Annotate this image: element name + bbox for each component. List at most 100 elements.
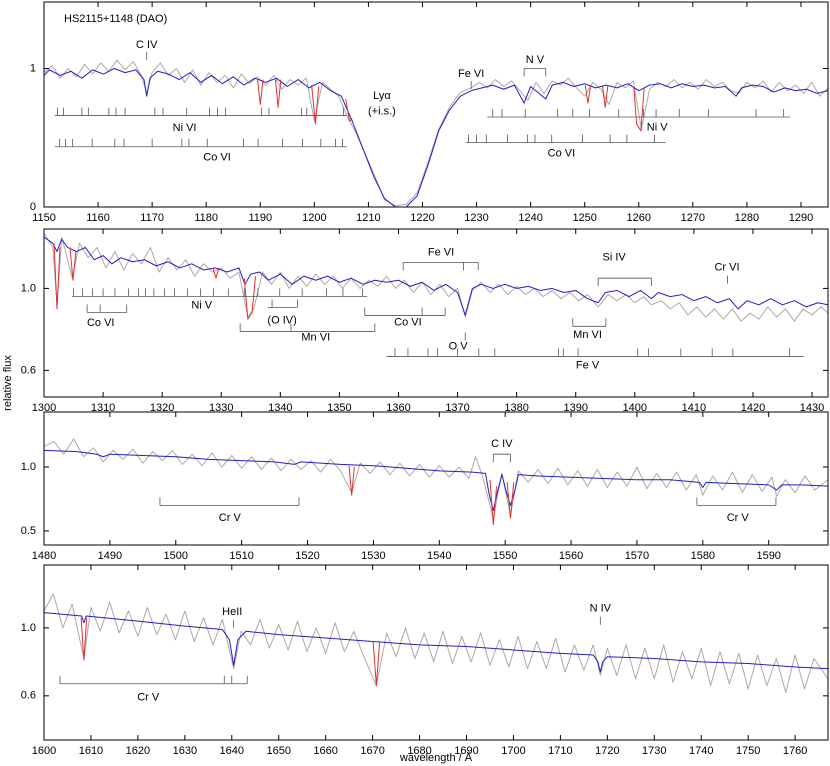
spectrum-line (602, 85, 609, 108)
line-id-label: C IV (491, 438, 513, 450)
spectrum-line (345, 98, 353, 122)
spectrum-line (372, 641, 381, 687)
x-tick-label: 1490 (98, 550, 122, 562)
y-tick-label: 0.6 (21, 690, 36, 702)
line-id-label: Cr V (137, 691, 160, 703)
plot-area (44, 59, 828, 207)
spectrum-line (44, 593, 828, 693)
x-tick-label: 1670 (360, 745, 384, 757)
x-tick-label: 1730 (642, 745, 666, 757)
panel: 1150 1160 1170 1180 1190 1200 1210 1220 1230 1240… (30, 1, 829, 224)
line-id-label: Co VI (394, 316, 422, 328)
line-id-label: Ni VI (173, 122, 197, 134)
spectrum-line (274, 79, 282, 108)
x-tick-label: 1750 (736, 745, 760, 757)
line-id-label: Lyα (373, 90, 391, 102)
x-tick-label: 1300 (32, 402, 56, 414)
plot-frame (43, 411, 829, 546)
x-tick-label: 1150 (32, 212, 56, 224)
spectrum-line (212, 267, 220, 279)
x-tick-label: 1200 (302, 212, 326, 224)
x-tick-label: 1720 (595, 745, 619, 757)
x-tick-label: 1310 (91, 402, 115, 414)
x-tick-label: 1660 (313, 745, 337, 757)
x-tick-label: 1710 (548, 745, 572, 757)
x-tick-label: 1580 (691, 550, 715, 562)
x-tick-label: 1260 (627, 212, 651, 224)
x-tick-label: 1600 (32, 745, 56, 757)
line-id-label: HeII (222, 606, 242, 618)
x-tick-label: 1240 (518, 212, 542, 224)
x-tick-label: 1210 (356, 212, 380, 224)
line-id-label: N V (526, 54, 545, 66)
y-tick-label: 0 (30, 201, 36, 213)
plot-area (44, 593, 828, 693)
spectrum-line (44, 236, 828, 316)
x-tick-label: 1250 (572, 212, 596, 224)
line-id-label: Cr V (219, 512, 242, 524)
x-tick-label: 1340 (268, 402, 292, 414)
x-tick-label: 1410 (682, 402, 706, 414)
x-tick-label: 1520 (295, 550, 319, 562)
plot-area (44, 232, 828, 322)
x-tick-label: 1270 (681, 212, 705, 224)
x-tick-label: 1390 (563, 402, 587, 414)
x-tick-label: 1620 (126, 745, 150, 757)
spectrum-line (44, 67, 828, 207)
spectrum-line (53, 243, 61, 310)
line-id-label: Co VI (548, 148, 576, 160)
line-id-label: Mn VI (301, 331, 330, 343)
x-axis-label: wavelength / Å (399, 751, 473, 764)
x-tick-label: 1280 (735, 212, 759, 224)
line-id-label: Cr VI (714, 261, 739, 273)
panel: 1300 1310 1320 1330 1340 1350 1360 1370 1380 1390… (2, 228, 829, 414)
spectrum-line (44, 232, 828, 322)
spectrum-line (257, 79, 264, 105)
x-tick-label: 1690 (454, 745, 478, 757)
y-axis-label: relative flux (2, 355, 14, 411)
plot-frame (43, 564, 829, 741)
y-tick-label: 1.0 (21, 622, 36, 634)
x-tick-label: 1480 (32, 550, 56, 562)
x-tick-label: 1560 (559, 550, 583, 562)
y-tick-label: 1.0 (21, 461, 36, 473)
spectrum-line (69, 247, 77, 281)
line-id-label: (O IV) (267, 314, 296, 326)
spectrum-line (243, 276, 257, 320)
spectrum-line (506, 482, 515, 519)
x-tick-label: 1540 (427, 550, 451, 562)
x-tick-label: 1190 (248, 212, 272, 224)
x-tick-label: 1700 (501, 745, 525, 757)
spectrum-line (311, 85, 320, 125)
line-id-label: Cr V (727, 512, 750, 524)
line-id-label: C IV (136, 39, 158, 51)
panel: 1480 1490 1500 1510 1520 1530 1540 1550 1560 1570… (21, 411, 829, 562)
x-tick-label: 1230 (464, 212, 488, 224)
y-tick-label: 1 (30, 62, 36, 74)
x-tick-label: 1640 (220, 745, 244, 757)
x-tick-label: 1290 (789, 212, 813, 224)
line-id-label: Ni V (647, 121, 668, 133)
x-tick-label: 1530 (361, 550, 385, 562)
x-tick-label: 1760 (783, 745, 807, 757)
line-id-label: Co VI (87, 317, 115, 329)
line-id-label: O V (449, 340, 469, 352)
x-tick-label: 1610 (79, 745, 103, 757)
line-id-label: Fe VI (428, 246, 454, 258)
line-id-label: Si IV (603, 251, 627, 263)
x-tick-label: 1590 (756, 550, 780, 562)
x-tick-label: 1350 (327, 402, 351, 414)
line-id-label: Fe VI (458, 68, 484, 80)
panel: 1600 1610 1620 1630 1640 1650 1660 1670 1680 1690… (21, 564, 829, 764)
line-id-label: Fe V (576, 359, 600, 371)
x-tick-label: 1420 (741, 402, 765, 414)
spectrum-line (44, 438, 828, 519)
line-id-label: N IV (590, 603, 612, 615)
plot-frame (43, 1, 829, 208)
x-tick-label: 1680 (407, 745, 431, 757)
plot-frame (43, 228, 829, 398)
x-tick-label: 1550 (493, 550, 517, 562)
spectrum-line (44, 612, 828, 673)
spectrum-line (80, 617, 88, 661)
